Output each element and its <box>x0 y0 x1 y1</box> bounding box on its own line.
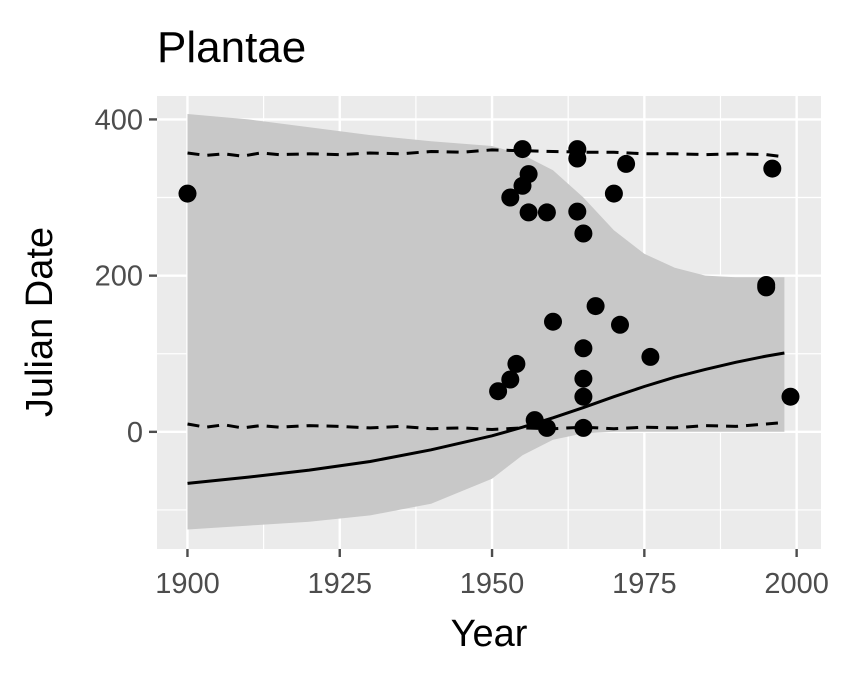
x-axis: 1900 1925 1950 1975 2000 <box>155 549 829 600</box>
x-tick-label: 1975 <box>612 568 677 600</box>
data-point <box>489 382 508 401</box>
data-point <box>574 369 593 388</box>
data-point <box>178 184 197 203</box>
data-point <box>574 387 593 406</box>
y-tick-label: 0 <box>127 417 143 449</box>
upper-dashed-line <box>187 148 785 159</box>
data-point <box>586 297 605 316</box>
data-point <box>568 202 587 221</box>
y-tick-label: 200 <box>95 261 143 293</box>
data-point <box>763 159 782 178</box>
plot-panel <box>157 96 821 549</box>
lower-dashed-line <box>187 421 785 432</box>
data-points <box>178 140 800 437</box>
data-point <box>781 387 800 406</box>
data-point <box>574 418 593 437</box>
data-point <box>501 370 520 389</box>
fit-line <box>187 351 785 485</box>
data-point <box>574 339 593 358</box>
data-point <box>568 149 587 168</box>
data-point <box>617 154 636 173</box>
data-point <box>544 312 562 331</box>
y-axis-title: Julian Date <box>19 227 61 417</box>
y-tick-label: 400 <box>95 104 143 136</box>
x-tick-label: 1950 <box>460 568 525 600</box>
chart-title: Plantae <box>157 23 306 72</box>
y-axis: 0 200 400 <box>95 104 157 449</box>
data-point <box>507 354 526 373</box>
x-tick-label: 1925 <box>307 568 372 600</box>
data-point <box>501 188 520 207</box>
x-tick-label: 1900 <box>155 568 220 600</box>
data-point <box>641 347 660 366</box>
data-point <box>513 140 532 159</box>
x-tick-label: 2000 <box>764 568 829 600</box>
data-point <box>574 224 593 243</box>
data-point <box>519 203 538 222</box>
data-point <box>519 165 538 184</box>
x-axis-title: Year <box>451 613 528 655</box>
data-point <box>611 315 629 334</box>
data-point <box>757 278 776 297</box>
data-point <box>604 184 623 203</box>
data-point <box>537 203 556 222</box>
data-point <box>537 418 556 437</box>
